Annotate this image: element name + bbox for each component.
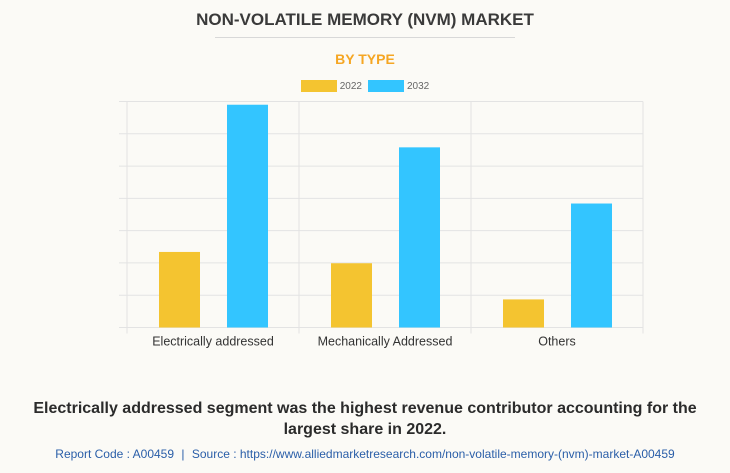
title-divider <box>215 37 515 38</box>
legend: 2022 2032 <box>0 80 730 92</box>
footer-separator: | <box>181 447 185 461</box>
bar-2032-3 <box>571 203 612 328</box>
footer: Report Code : A00459 | Source : https://… <box>0 447 730 461</box>
legend-label-2032: 2032 <box>407 80 430 92</box>
bar-2032-1 <box>227 104 268 328</box>
category-label: Mechanically Addressed <box>318 335 453 349</box>
category-label: Others <box>538 335 576 349</box>
chart-title: NON-VOLATILE MEMORY (NVM) MARKET <box>196 10 534 29</box>
bar-2032-2 <box>399 147 440 328</box>
chart-note: Electrically addressed segment was the h… <box>33 400 697 438</box>
report-code: Report Code : A00459 <box>55 447 175 461</box>
legend-swatch-2032 <box>368 80 404 92</box>
bar-chart: Electrically addressed Mechanically Addre… <box>119 101 644 349</box>
legend-item-2022[interactable]: 2022 <box>300 80 362 92</box>
legend-swatch-2022 <box>300 80 337 92</box>
bar-2022-1 <box>159 251 200 328</box>
legend-label-2022: 2022 <box>339 80 362 92</box>
bar-2022-3 <box>503 299 544 328</box>
category-label: Electrically addressed <box>152 335 274 349</box>
bar-2022-2 <box>331 263 372 328</box>
chart-subtitle: BY TYPE <box>335 51 395 67</box>
legend-item-2032[interactable]: 2032 <box>368 80 429 92</box>
source-link[interactable]: Source : https://www.alliedmarketresearc… <box>191 447 675 461</box>
